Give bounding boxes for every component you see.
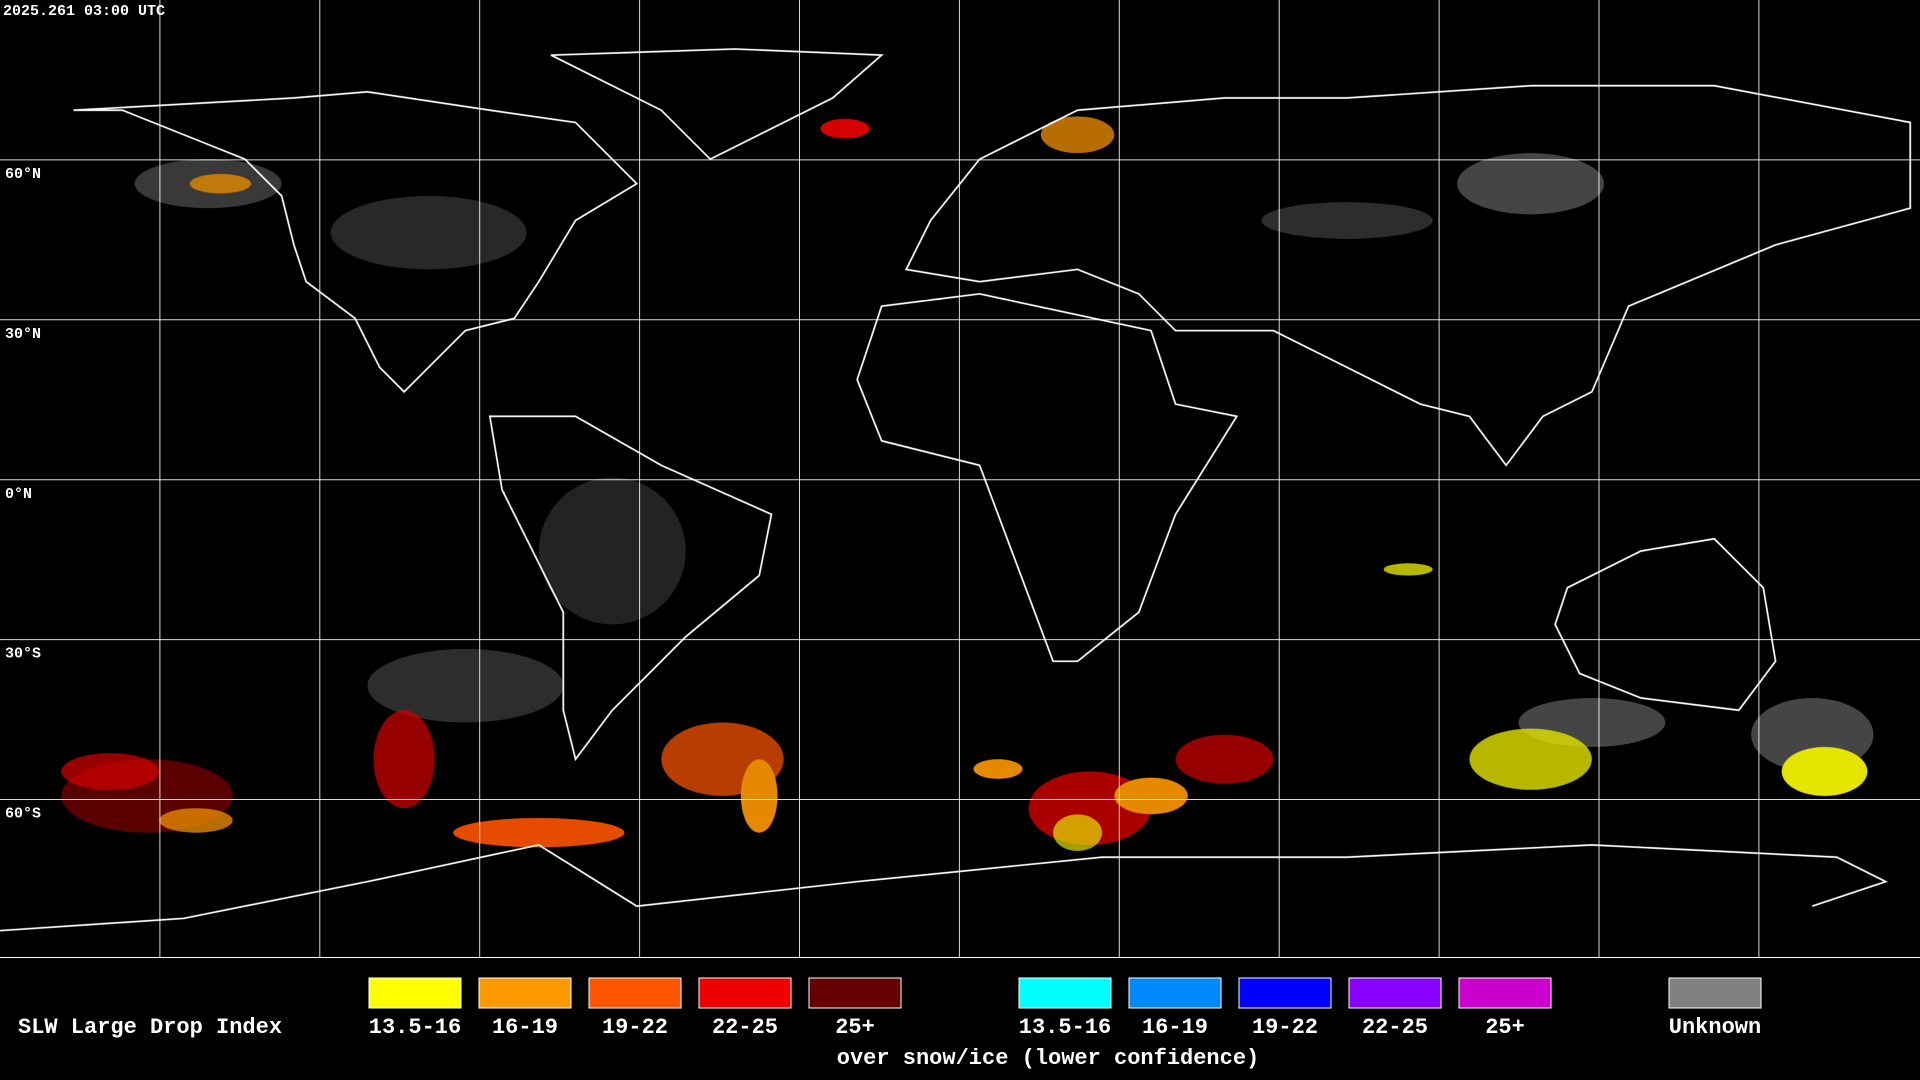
- legend-swatch: [1348, 977, 1442, 1009]
- legend-swatch: [478, 977, 572, 1009]
- coastlines: [0, 48, 1912, 932]
- legend-title: SLW Large Drop Index: [18, 1015, 282, 1040]
- legend-swatch: [1018, 977, 1112, 1009]
- legend-label: Unknown: [1669, 1015, 1761, 1040]
- legend-label: 19-22: [602, 1015, 668, 1040]
- latitude-label: 30°N: [5, 326, 41, 343]
- snow-caption: over snow/ice (lower confidence): [837, 1046, 1259, 1071]
- map-border: [0, 957, 1920, 958]
- legend: 13.5-16 16-19 19-22 22-25 25+ 13.5-16 16-19 19-…: [368, 977, 1762, 1040]
- coastline: [0, 843, 1888, 932]
- map: [0, 0, 1920, 958]
- coastline: [73, 90, 639, 394]
- legend-swatch: [1668, 977, 1762, 1009]
- coastline: [550, 48, 884, 161]
- legend-swatch: [698, 977, 792, 1009]
- latitude-label: 60°N: [5, 166, 41, 183]
- coastline: [904, 84, 1912, 467]
- legend-swatch: [1458, 977, 1552, 1009]
- map-features: [0, 48, 1912, 932]
- coastline: [856, 293, 1239, 663]
- legend-swatch: [588, 977, 682, 1009]
- legend-label: 13.5-16: [369, 1015, 461, 1040]
- latitude-label: 60°S: [5, 806, 41, 823]
- legend-swatch: [1128, 977, 1222, 1009]
- latitude-label: 0°N: [5, 486, 32, 503]
- legend-label: 16-19: [1142, 1015, 1208, 1040]
- legend-label: 22-25: [1362, 1015, 1428, 1040]
- cloud-patches: [61, 116, 1874, 852]
- legend-label: 22-25: [712, 1015, 778, 1040]
- graticule: [0, 0, 1920, 957]
- latitude-label: 30°S: [5, 646, 41, 663]
- timestamp: 2025.261 03:00 UTC: [3, 3, 165, 20]
- legend-swatch: [808, 977, 902, 1009]
- legend-swatch: [368, 977, 462, 1009]
- coastline: [1554, 537, 1777, 712]
- legend-label: 25+: [835, 1015, 875, 1040]
- latitude-labels: 60°N 30°N 0°N 30°S 60°S: [5, 166, 41, 823]
- legend-swatch: [1238, 977, 1332, 1009]
- coastline: [488, 415, 773, 762]
- legend-label: 25+: [1485, 1015, 1525, 1040]
- legend-label: 19-22: [1252, 1015, 1318, 1040]
- legend-label: 16-19: [492, 1015, 558, 1040]
- legend-label: 13.5-16: [1019, 1015, 1111, 1040]
